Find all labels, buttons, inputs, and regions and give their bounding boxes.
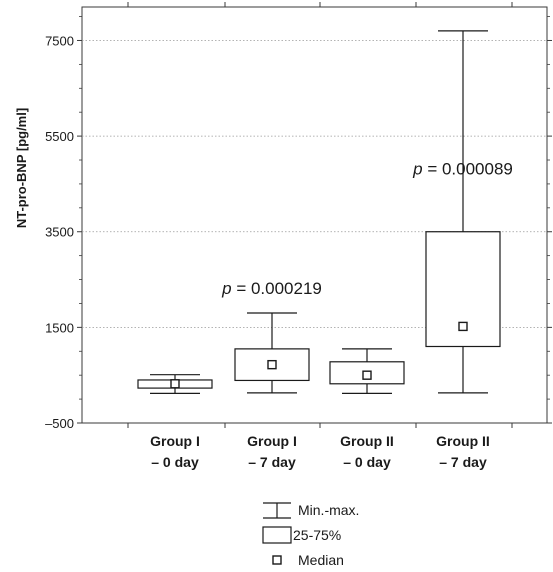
- y-tick-label: –500: [45, 416, 74, 431]
- legend: Min.-max. 25-75% Median: [262, 502, 359, 568]
- p-value-label: p = 0.000089: [412, 159, 513, 178]
- y-tick-label: 5500: [45, 129, 74, 144]
- y-tick-label: 7500: [45, 33, 74, 48]
- category-label-line2: – 0 day: [151, 454, 199, 470]
- legend-box-symbol: [262, 526, 292, 544]
- category-label-line2: – 7 day: [248, 454, 296, 470]
- category-label-line2: – 0 day: [343, 454, 391, 470]
- y-axis-label: NT-pro-BNP [pg/ml]: [14, 108, 29, 228]
- p-value-label: p = 0.000219: [221, 279, 322, 298]
- legend-label: 25-75%: [293, 527, 341, 543]
- legend-label: Median: [298, 552, 344, 568]
- gridlines: [82, 40, 547, 328]
- y-tick-label: 1500: [45, 320, 74, 335]
- legend-median-symbol: [272, 555, 282, 565]
- category-label-line1: Group II: [436, 433, 490, 449]
- p-symbol: p: [221, 279, 231, 298]
- box-group: [329, 348, 405, 394]
- p-symbol: p: [412, 159, 422, 178]
- plot-area: [81, 6, 548, 424]
- p-value: = 0.000219: [232, 279, 322, 298]
- box-group: [425, 30, 501, 394]
- x-axis-labels: Group I – 0 day Group I – 7 day Group II – 0 …: [150, 433, 490, 470]
- median-marker: [267, 359, 277, 370]
- median-marker: [170, 379, 180, 389]
- box-group: [234, 312, 310, 394]
- box-group: [137, 374, 213, 394]
- y-axis: –500 1500 3500 5500 7500: [45, 2, 552, 431]
- median-marker: [362, 370, 372, 380]
- category-label-line1: Group I: [247, 433, 297, 449]
- category-label-line2: – 7 day: [439, 454, 487, 470]
- category-label-line1: Group I: [150, 433, 200, 449]
- p-value: = 0.000089: [423, 159, 513, 178]
- y-tick-label: 3500: [45, 225, 74, 240]
- legend-label: Min.-max.: [298, 502, 359, 518]
- median-marker: [458, 321, 468, 332]
- category-label-line1: Group II: [340, 433, 394, 449]
- boxes: [137, 30, 501, 394]
